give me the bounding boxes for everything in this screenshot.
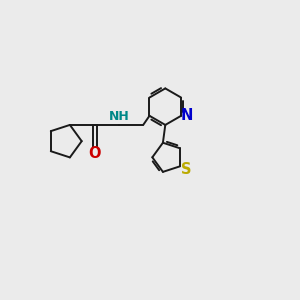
Text: O: O xyxy=(89,146,101,161)
Text: NH: NH xyxy=(109,110,129,123)
Text: N: N xyxy=(180,108,193,123)
Text: S: S xyxy=(181,162,191,177)
